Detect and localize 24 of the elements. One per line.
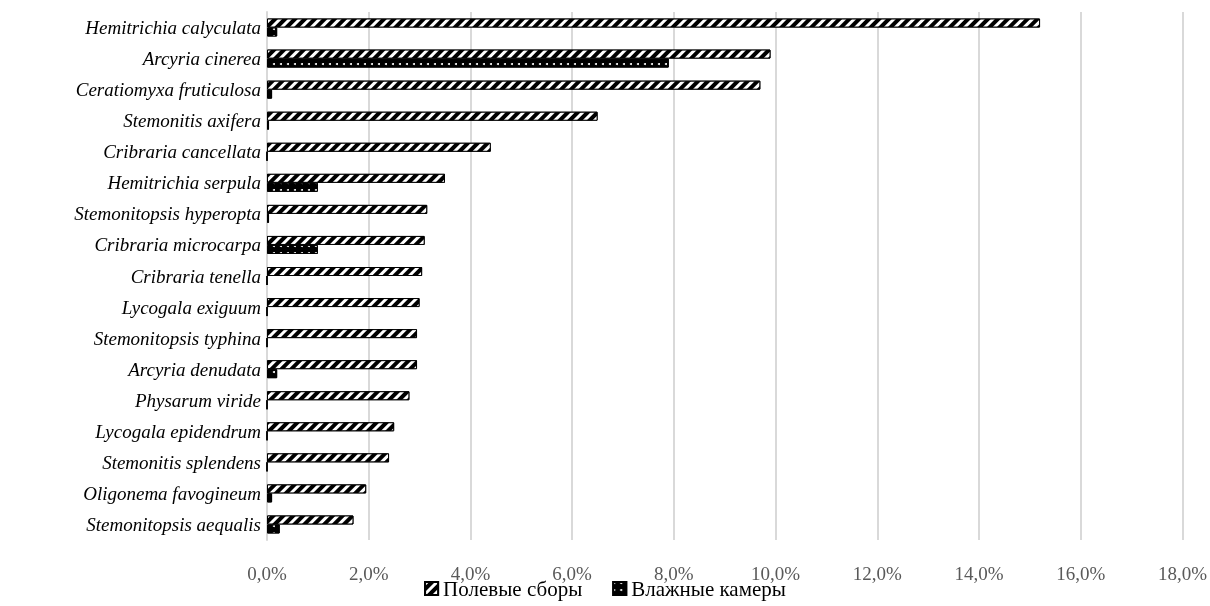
y-tick-label: Arcyria denudata [126,358,261,380]
x-tick-label: 2,0% [348,563,389,584]
y-tick-label: Lycogala epidendrum [94,420,261,442]
y-tick-label: Cribraria cancellata [103,141,261,163]
y-tick-label: Lycogala exiguum [120,296,261,318]
y-tick-label: Hemitrichia calyculata [84,17,261,39]
y-tick-label: Oligonema favogineum [83,482,261,504]
y-tick-label: Stemonitopsis aequalis [86,513,261,535]
y-tick-label: Arcyria cinerea [140,48,261,70]
x-tick-label: 18,0% [1157,563,1208,584]
x-tick-label: 16,0% [1056,563,1106,584]
y-tick-label: Hemitrichia serpula [106,172,261,194]
x-tick-label: 0,0% [247,563,287,584]
y-tick-label: Stemonitopsis typhina [93,327,261,349]
x-tick-label: 12,0% [852,563,903,584]
y-tick-label: Stemonitis splendens [102,451,261,473]
y-tick-label: Ceratiomyxa fruticulosa [75,79,261,101]
y-tick-label: Cribraria microcarpa [94,234,261,256]
y-tick-label: Stemonitopsis hyperopta [74,203,261,225]
x-tick-label: 10,0% [751,563,801,584]
y-tick-label: Cribraria tenella [130,265,261,287]
y-tick-label: Physarum viride [133,389,261,411]
y-tick-label: Stemonitis axifera [123,110,261,132]
x-tick-label: 14,0% [954,563,1004,584]
